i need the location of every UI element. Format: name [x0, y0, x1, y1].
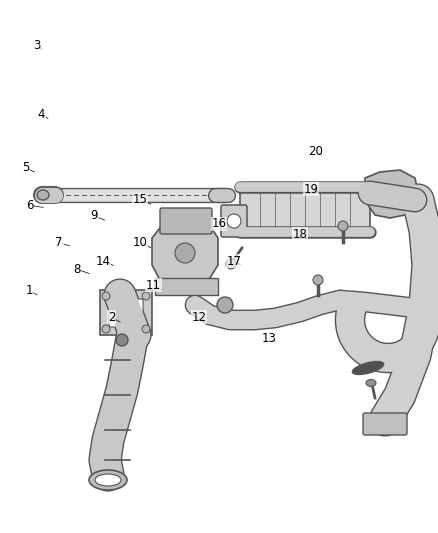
FancyBboxPatch shape — [109, 299, 143, 327]
Circle shape — [116, 334, 128, 346]
Ellipse shape — [95, 474, 121, 486]
Ellipse shape — [89, 470, 127, 490]
Ellipse shape — [366, 379, 376, 386]
Text: 2: 2 — [108, 311, 116, 324]
Text: 4: 4 — [38, 108, 46, 121]
Ellipse shape — [227, 214, 241, 228]
Text: 5: 5 — [22, 161, 29, 174]
Text: 7: 7 — [55, 236, 63, 249]
Ellipse shape — [175, 243, 195, 263]
Polygon shape — [155, 278, 218, 295]
Text: 11: 11 — [146, 279, 161, 292]
Circle shape — [102, 292, 110, 300]
Text: 1: 1 — [26, 284, 34, 297]
Text: 10: 10 — [133, 236, 148, 249]
Text: 18: 18 — [293, 228, 307, 241]
Text: 20: 20 — [308, 146, 323, 158]
Text: 17: 17 — [227, 255, 242, 268]
Ellipse shape — [37, 190, 49, 200]
Text: 13: 13 — [262, 332, 277, 345]
Text: 19: 19 — [304, 183, 318, 196]
Circle shape — [226, 259, 236, 269]
Text: 9: 9 — [90, 209, 98, 222]
FancyBboxPatch shape — [160, 208, 212, 234]
Text: 6: 6 — [26, 199, 34, 212]
FancyBboxPatch shape — [240, 187, 370, 232]
Circle shape — [142, 325, 150, 333]
Circle shape — [142, 292, 150, 300]
Ellipse shape — [353, 361, 384, 374]
Circle shape — [313, 275, 323, 285]
Text: 14: 14 — [95, 255, 110, 268]
FancyBboxPatch shape — [363, 413, 407, 435]
Circle shape — [217, 297, 233, 313]
FancyBboxPatch shape — [221, 205, 247, 237]
Circle shape — [338, 221, 348, 231]
Text: 15: 15 — [133, 193, 148, 206]
Circle shape — [102, 325, 110, 333]
Text: 16: 16 — [212, 217, 226, 230]
Polygon shape — [365, 170, 418, 218]
Text: 8: 8 — [73, 263, 80, 276]
Polygon shape — [152, 222, 218, 288]
Text: 3: 3 — [34, 39, 41, 52]
Text: 12: 12 — [192, 311, 207, 324]
FancyBboxPatch shape — [100, 290, 152, 335]
